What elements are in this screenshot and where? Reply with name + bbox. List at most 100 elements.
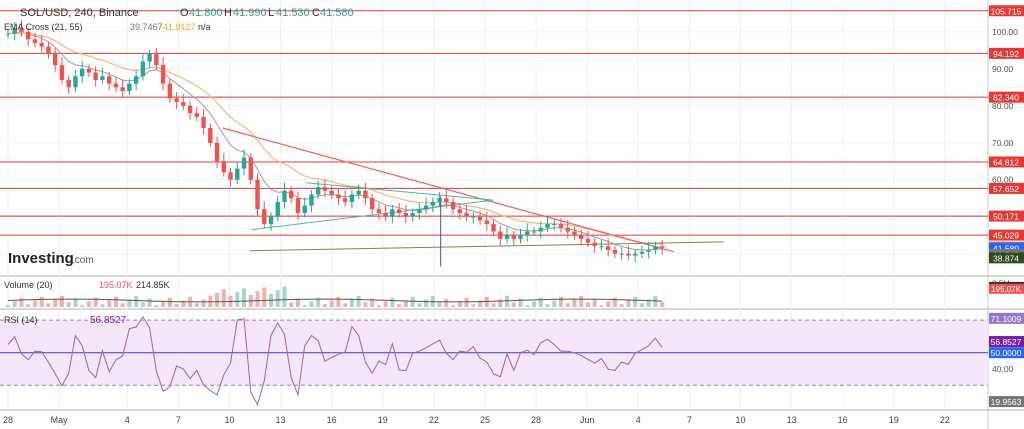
level-tag (989, 91, 1024, 103)
y-tick-label: 90.00 (992, 64, 1014, 74)
candle-body (39, 42, 44, 47)
candle-body (572, 231, 577, 236)
candle-body (154, 54, 159, 66)
volume-bar (498, 299, 503, 307)
volume-bar (471, 304, 476, 307)
candle-body (160, 65, 166, 84)
y-tick-label: 60.00 (992, 175, 1014, 185)
volume-bar (174, 304, 179, 307)
volume-bar (403, 300, 408, 307)
price-tag-label: 38.874 (993, 253, 1019, 263)
candle-body (127, 83, 132, 92)
volume-bar (572, 299, 577, 307)
candle-body (471, 216, 476, 218)
volume-bar (134, 295, 139, 307)
volume-bar (660, 302, 665, 307)
x-tick-label: May (51, 415, 69, 425)
candle-body (430, 201, 436, 206)
candle-body (309, 194, 314, 206)
candle-body (66, 79, 71, 88)
volume-bar (336, 296, 341, 307)
ema-slow-line (7, 32, 663, 245)
volume-bar (73, 298, 78, 307)
volume-bar (531, 301, 536, 307)
level-tag-label: 105.715 (991, 6, 1022, 16)
candle-body (484, 220, 489, 225)
candle-body (525, 231, 530, 236)
candle-body (262, 209, 267, 225)
candle-body (329, 190, 334, 195)
volume-bar (201, 299, 206, 307)
volume-bar (511, 302, 516, 307)
candle-body (592, 242, 597, 247)
candle-body (639, 251, 645, 254)
candle-body (646, 249, 651, 252)
volume-bar (646, 299, 651, 307)
candle-body (100, 76, 105, 80)
candle-body (383, 213, 388, 217)
candle-body (545, 224, 550, 228)
y-tick-label: 80.00 (992, 101, 1014, 111)
candle-body (322, 187, 328, 191)
x-tick-label: 16 (838, 415, 848, 425)
volume-bar (525, 305, 530, 307)
volume-bar (32, 300, 37, 307)
rsi-line (7, 315, 663, 407)
volume-bar (491, 303, 496, 307)
volume-bar (478, 300, 483, 307)
volume-bar (639, 303, 644, 307)
candle-body (626, 253, 631, 256)
y-tick-label: 70.00 (992, 138, 1014, 148)
rsi-tag (989, 336, 1024, 348)
level-tag (989, 210, 1024, 222)
x-tick-label: 19 (889, 415, 899, 425)
candle-body (106, 76, 112, 84)
ohlc-c-value: 41.580 (320, 7, 354, 19)
volume-bar (599, 305, 604, 307)
volume-bar (120, 303, 125, 307)
level-tag-label: 45.029 (993, 231, 1019, 241)
level-tag (989, 156, 1024, 168)
price-tag-label: 41.580 (993, 243, 1019, 253)
volume-bar (612, 297, 617, 307)
candle-body (565, 227, 570, 232)
volume-bar (26, 304, 31, 307)
x-tick-label: 7 (176, 415, 181, 425)
candle-body (403, 213, 409, 217)
candle-body (255, 179, 260, 210)
ema-value-2: 41.8127 (163, 22, 196, 32)
volume-bar (255, 291, 260, 307)
candle-body (363, 190, 368, 199)
volume-bar (376, 305, 381, 307)
volume-bar (410, 296, 415, 307)
candle-body (376, 209, 382, 214)
candle-body (349, 194, 355, 202)
candle-body (194, 113, 200, 117)
candle-body (619, 253, 624, 255)
volume-bar (140, 302, 145, 307)
candle-body (491, 224, 496, 232)
volume-bar (167, 297, 172, 307)
volume-bar (161, 301, 166, 307)
volume-bar (538, 297, 543, 307)
volume-bar (194, 303, 199, 307)
candle-body (187, 105, 193, 114)
price-tag (989, 242, 1024, 254)
x-tick-label: 13 (787, 415, 797, 425)
candle-body (241, 157, 247, 169)
descending-trendline (222, 127, 675, 253)
volume-bar (147, 298, 152, 307)
x-tick-label: 16 (327, 415, 337, 425)
candle-body (282, 190, 287, 202)
support-line (249, 241, 724, 252)
candle-body (5, 33, 11, 35)
volume-bar (444, 298, 449, 307)
candle-body (659, 246, 665, 248)
rsi-value: 56.8527 (90, 315, 127, 326)
rsi-tag-label: 56.8527 (991, 337, 1022, 347)
candle-body (140, 61, 146, 77)
candle-body (585, 238, 591, 243)
candle-body (19, 28, 24, 32)
candle-body (464, 213, 469, 217)
